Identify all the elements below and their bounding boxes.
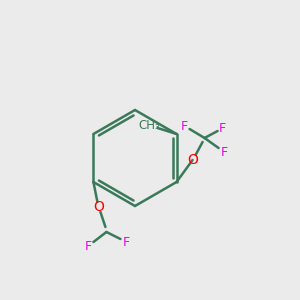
Text: F: F [85,239,92,253]
Text: F: F [219,122,226,134]
Text: O: O [187,153,198,167]
Text: O: O [93,200,104,214]
Text: F: F [123,236,130,248]
Text: CH₃: CH₃ [139,119,160,133]
Text: F: F [181,119,188,133]
Text: F: F [221,146,228,158]
